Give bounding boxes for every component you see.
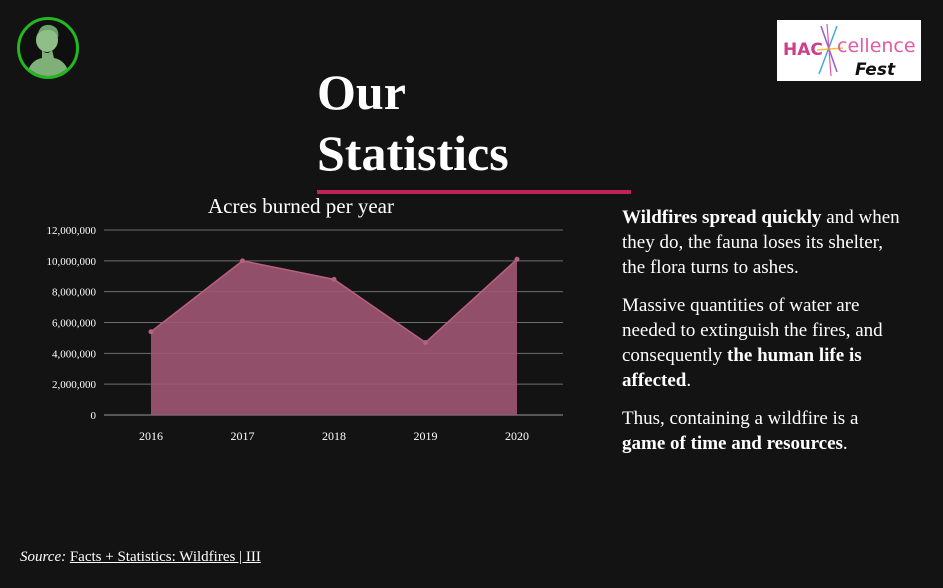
description-text: Wildfires spread quickly and when they d… — [622, 205, 902, 469]
area-fill — [151, 259, 517, 415]
data-point — [423, 340, 428, 346]
x-tick-label: 2020 — [505, 429, 529, 443]
brand-logo-graphic: HAC cellence Fest — [783, 23, 916, 80]
data-point — [514, 256, 520, 262]
title-line-1: Our — [317, 64, 406, 120]
x-tick-label: 2016 — [139, 429, 163, 443]
brand-part3: Fest — [855, 60, 896, 80]
p1-bold: Wildfires spread quickly — [622, 207, 822, 228]
acres-burned-chart: Acres burned per year 0 2,000,000 4,000,00… — [47, 194, 563, 443]
data-point — [240, 258, 245, 264]
p2-end: . — [686, 370, 692, 391]
paragraph-3: Thus, containing a wildfire is a game of… — [622, 406, 902, 456]
data-point — [331, 276, 337, 282]
y-tick-label: 12,000,000 — [47, 225, 97, 237]
p1-rest: and when they do, the fauna loses its sh… — [622, 207, 900, 278]
paragraph-2: Massive quantities of water are needed t… — [622, 293, 902, 393]
brand-part2: cellence — [837, 35, 916, 57]
y-tick-label: 8,000,000 — [52, 287, 97, 299]
chart-title: Acres burned per year — [208, 194, 394, 218]
source-citation: Source: Facts + Statistics: Wildfires | … — [20, 549, 261, 566]
x-tick-label: 2017 — [231, 429, 255, 443]
y-tick-label: 4,000,000 — [52, 348, 97, 360]
brand-part1: HAC — [783, 40, 823, 60]
hackcellence-fest-logo: HAC cellence Fest — [777, 20, 921, 81]
source-link[interactable]: Facts + Statistics: Wildfires | III — [69, 549, 261, 565]
p3-start: Thus, containing a wildfire is a — [622, 408, 859, 429]
x-tick-label: 2018 — [322, 429, 346, 443]
title-line-2: Statistics — [317, 125, 509, 181]
source-label: Source: — [20, 549, 67, 565]
y-tick-label: 6,000,000 — [52, 318, 97, 330]
y-tick-label: 2,000,000 — [52, 379, 97, 391]
bust-logo — [17, 17, 79, 79]
p3-bold: game of time and resources — [622, 433, 843, 454]
p3-end: . — [842, 433, 848, 454]
y-tick-label: 0 — [91, 410, 97, 422]
statue-bust-icon — [26, 24, 70, 76]
page-title: Our Statistics — [317, 62, 647, 184]
p2-start: Massive quantities of water are needed t… — [622, 295, 883, 366]
data-point — [148, 329, 154, 335]
y-tick-label: 10,000,000 — [47, 256, 97, 268]
title-underline — [317, 190, 631, 194]
paragraph-1: Wildfires spread quickly and when they d… — [622, 205, 902, 280]
p2-bold: the human life is affected — [622, 345, 862, 391]
x-tick-label: 2019 — [414, 429, 438, 443]
